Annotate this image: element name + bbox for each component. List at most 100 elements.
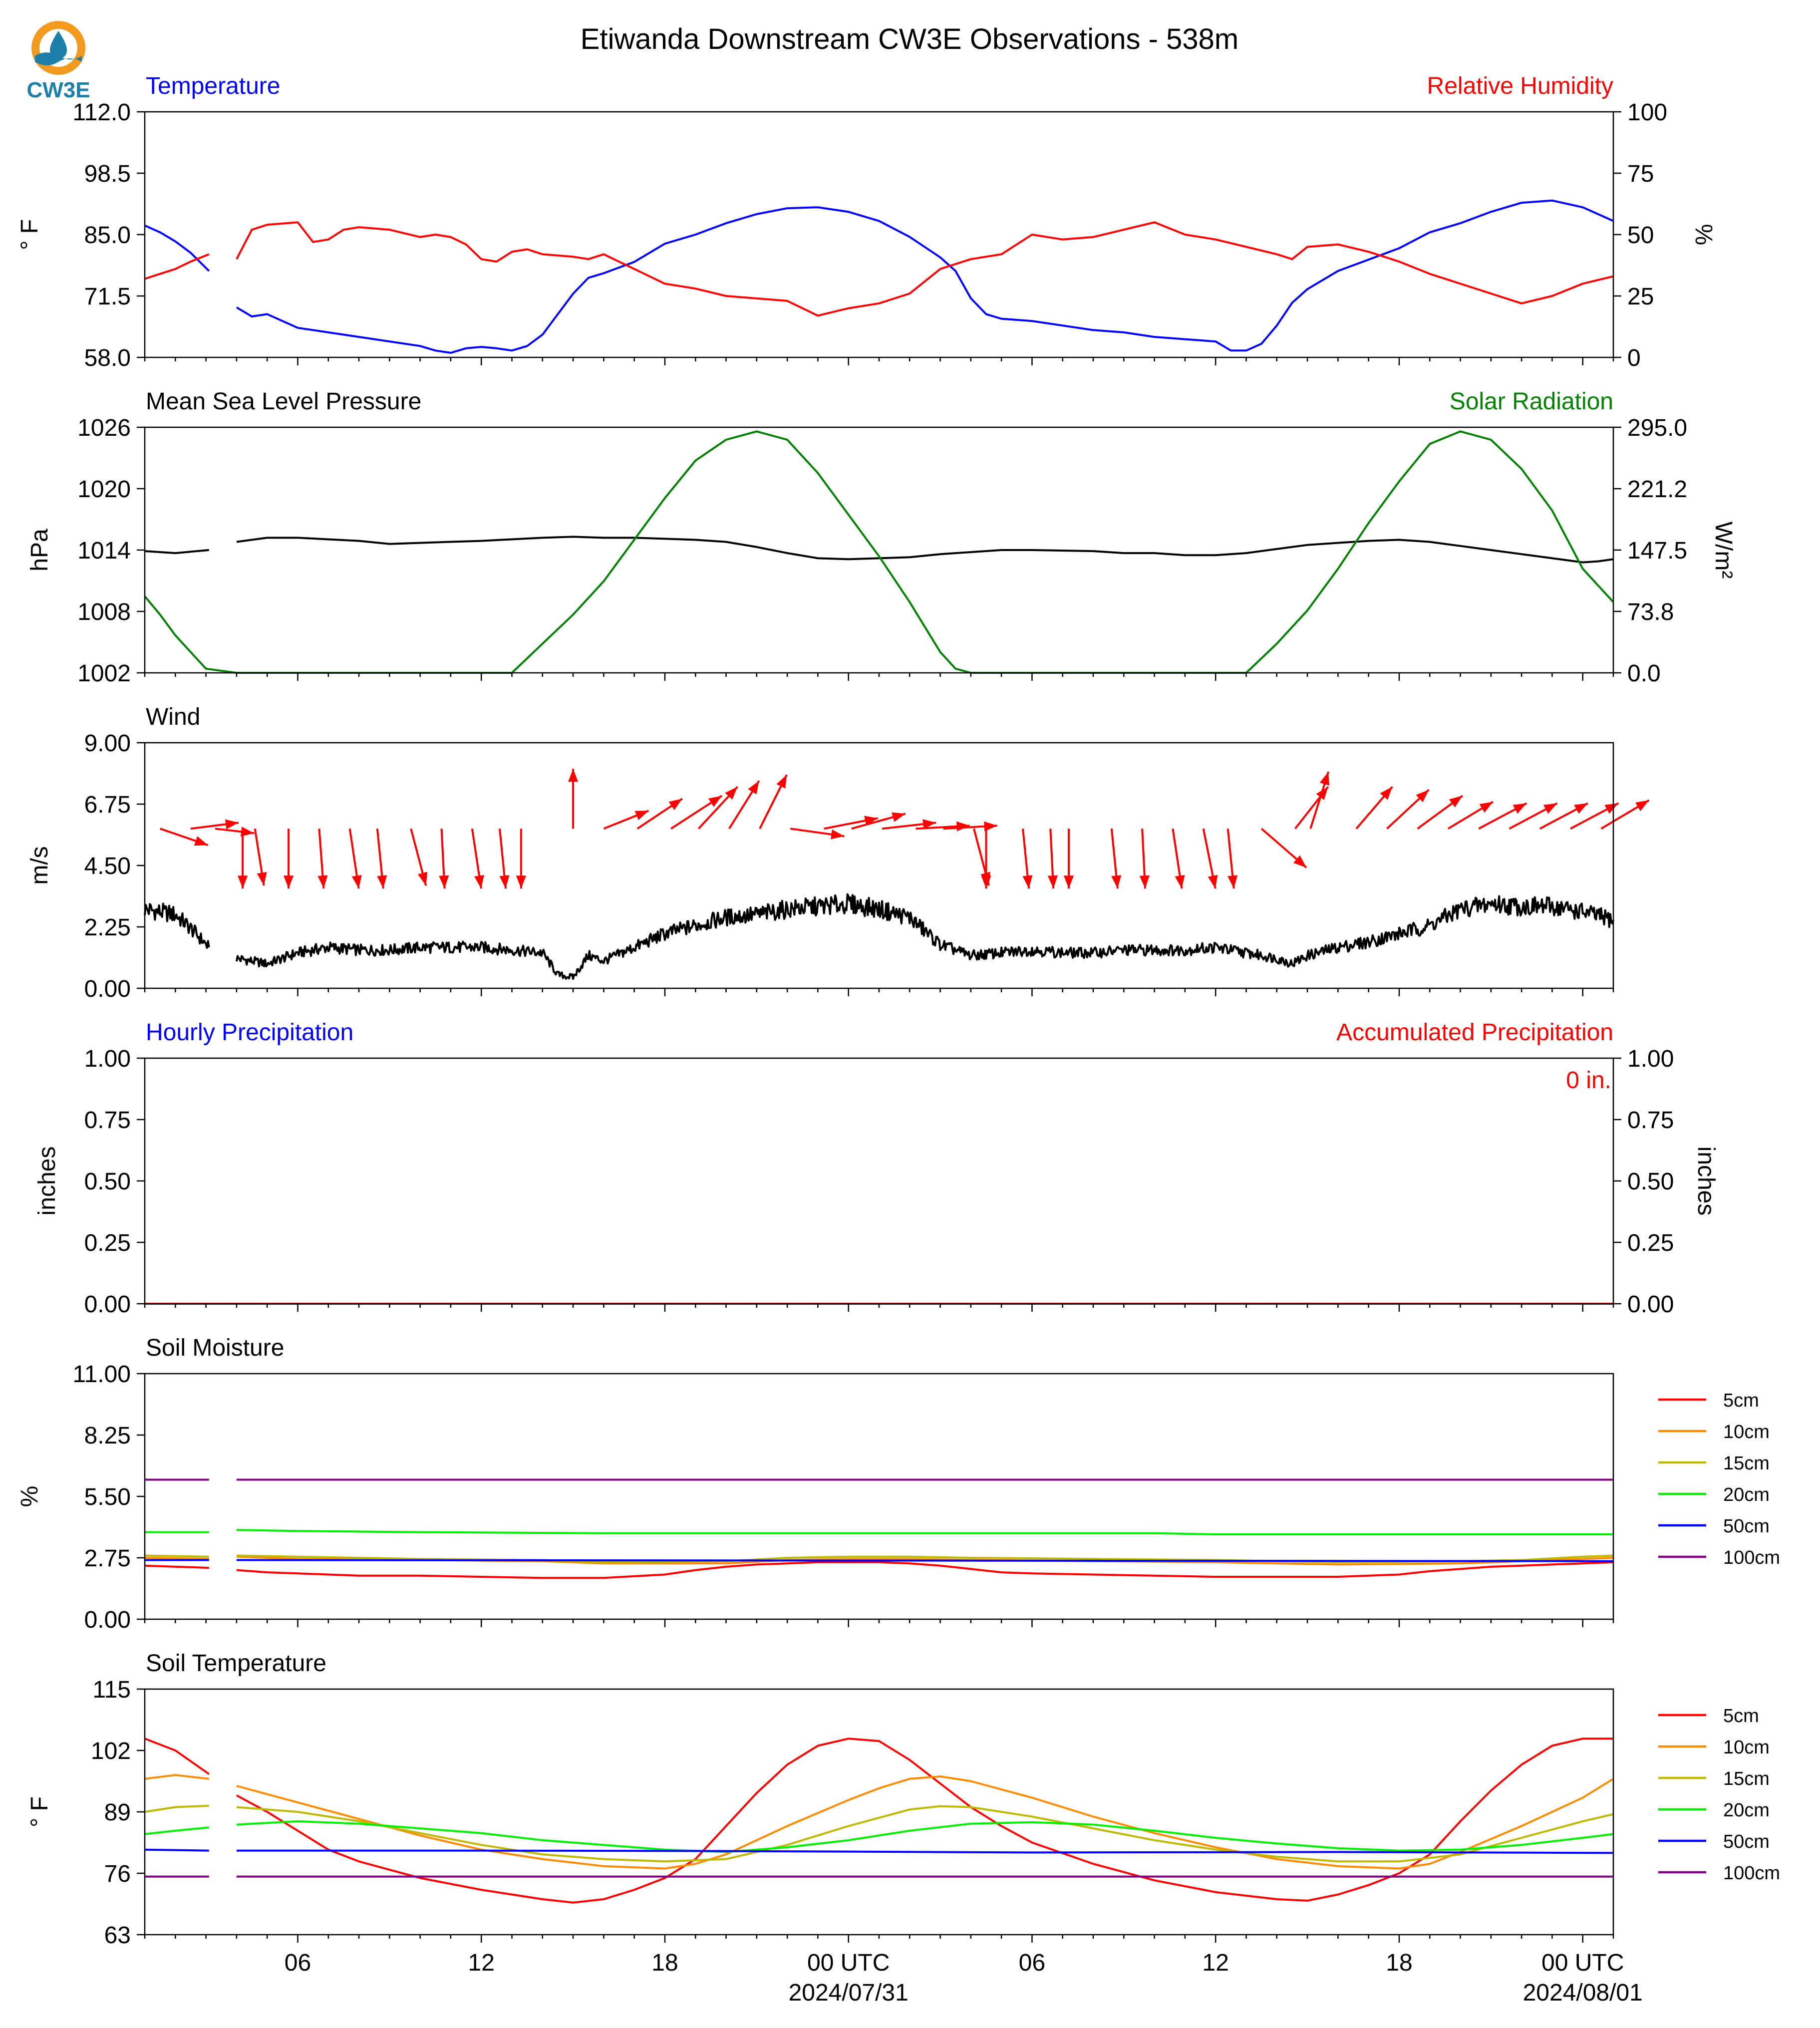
wind-arrow xyxy=(516,829,526,889)
wind-arrow-head xyxy=(194,836,208,846)
panel-pressure-solar: 1002 1008 1014 1020 1026 0.0 73.8 147.5 221.2 295… xyxy=(26,388,1737,687)
wind-arrow-head xyxy=(984,821,997,832)
panel-0-curves xyxy=(144,199,1614,354)
wind-arrow-head xyxy=(1635,800,1649,812)
wind-arrow xyxy=(1478,802,1527,830)
y-tick-label-right: 73.8 xyxy=(1627,599,1674,625)
panel-precipitation: 0.00 0.25 0.50 0.75 1.00 0.00 0.25 0.50 0.75 1.00… xyxy=(34,1019,1719,1318)
temperature-axis-label: ° F xyxy=(16,219,43,250)
wind-arrow-head xyxy=(725,787,738,800)
y-tick-label-right: 0 xyxy=(1627,345,1641,371)
y-tick-label: 2.25 xyxy=(84,914,131,941)
wind-arrow-head xyxy=(1449,796,1463,808)
panel-4-axis: 0.00 2.75 5.50 8.25 11.00 xyxy=(72,1361,1614,1633)
wind-arrow-head xyxy=(956,821,970,832)
series-line-wind-speed xyxy=(144,902,210,949)
y-tick-label-right: 221.2 xyxy=(1627,476,1687,503)
wind-arrow-head xyxy=(1604,803,1619,814)
series-line-mean-sea-level-pressure xyxy=(144,549,209,555)
wind-arrow xyxy=(943,821,997,832)
wind-arrow-head xyxy=(225,819,239,830)
wind-arrow-head xyxy=(1139,875,1150,889)
wind-arrow xyxy=(1172,828,1185,889)
wind-arrow-head xyxy=(238,875,248,889)
legend-label: 100cm xyxy=(1723,1547,1780,1568)
wind-arrow xyxy=(1022,829,1033,889)
y-tick-label: 0.00 xyxy=(84,1607,131,1633)
y-tick-label: 115 xyxy=(92,1677,131,1703)
logo-wave-icon xyxy=(35,52,82,65)
x-tick-label: 00 UTC xyxy=(1541,1950,1624,1976)
wind-arrow xyxy=(1570,802,1619,830)
wind-arrow-head xyxy=(317,875,328,889)
solar-title: Solar Radiation xyxy=(1450,388,1613,415)
legend-label: 15cm xyxy=(1723,1453,1770,1474)
y-tick-label: 0.00 xyxy=(84,976,131,1002)
wind-arrow xyxy=(1539,802,1588,830)
wind-arrow xyxy=(824,816,879,830)
y-tick-label: 1020 xyxy=(77,476,131,503)
series-line-relative-humidity xyxy=(144,253,210,280)
panel-4-ticks: 0.00 2.75 5.50 8.25 11.00 xyxy=(72,1361,1614,1633)
hourly-precip-title: Hourly Precipitation xyxy=(146,1019,353,1046)
series-line-10cm xyxy=(144,1774,209,1780)
x-tick-label: 00 UTC xyxy=(807,1950,890,1976)
y-tick-label: 76 xyxy=(104,1861,131,1887)
wind-arrow xyxy=(159,828,209,847)
y-tick-label: 9.00 xyxy=(84,730,131,757)
wind-arrow-head xyxy=(1416,790,1429,803)
wind-arrow xyxy=(376,829,387,889)
wind-arrow xyxy=(1309,771,1330,829)
y-tick-label: 1026 xyxy=(77,415,131,441)
wind-arrow-head xyxy=(864,816,878,826)
y-tick-label: 5.50 xyxy=(84,1484,131,1510)
y-tick-label: 0.25 xyxy=(84,1230,131,1256)
series-line-mean-sea-level-pressure xyxy=(236,536,1614,564)
wind-arrow xyxy=(1202,828,1218,889)
y-tick-label: 8.25 xyxy=(84,1423,131,1449)
wind-arrow-head xyxy=(892,812,906,822)
y-tick-label: 89 xyxy=(104,1799,131,1826)
wind-arrow xyxy=(1139,829,1150,889)
series-line-temperature xyxy=(236,199,1614,354)
wind-arrow xyxy=(568,769,579,829)
wind-arrow xyxy=(981,829,991,889)
panel-4-legend: 5cm 10cm 15cm 20cm 50cm 100cm xyxy=(1658,1390,1780,1568)
wind-arrow-head xyxy=(634,811,649,821)
wind-arrow-head xyxy=(417,871,428,886)
y-tick-label: 0.00 xyxy=(84,1291,131,1318)
wind-arrow-head xyxy=(1064,875,1074,889)
soil-moisture-axis-label: % xyxy=(16,1486,43,1507)
y-tick-label: 6.75 xyxy=(84,792,131,818)
legend-label: 5cm xyxy=(1723,1706,1759,1727)
wind-arrow xyxy=(215,827,255,837)
series-line-15cm xyxy=(144,1804,209,1813)
series-line-relative-humidity xyxy=(236,221,1614,317)
legend-label: 10cm xyxy=(1723,1422,1770,1443)
wind-arrow-head xyxy=(1479,802,1494,813)
y-tick-label: 1.00 xyxy=(84,1046,131,1072)
x-tick-label: 12 xyxy=(1203,1950,1229,1976)
temperature-title: Temperature xyxy=(146,73,280,99)
accum-precip-axis-label: inches xyxy=(1693,1147,1719,1216)
wind-arrow-head xyxy=(474,875,484,889)
y-tick-label: 102 xyxy=(91,1738,131,1764)
wind-arrow-head xyxy=(1047,875,1058,889)
panel-3-ticks: 0.00 0.25 0.50 0.75 1.00 0.00 0.25 0.50 0.75 1.00 xyxy=(84,1046,1674,1318)
x-date-label: 2024/08/01 xyxy=(1523,1980,1643,2006)
wind-arrow-head xyxy=(1111,875,1122,889)
wind-arrow-head xyxy=(257,871,267,886)
panel-5-axis: 63 76 89 102 115 xyxy=(91,1677,1614,1949)
soil-moisture-title: Soil Moisture xyxy=(146,1335,284,1361)
panel-0-ticks: 58.0 71.5 85.0 98.5 112.0 0 25 50 75 100 xyxy=(72,99,1667,371)
panel-wind: 0.00 2.25 4.50 6.75 9.00 Wind m/s xyxy=(26,704,1650,1002)
panel-2-curves xyxy=(144,893,1614,980)
y-tick-label: 1008 xyxy=(77,599,131,625)
wind-arrow xyxy=(1509,802,1558,830)
x-tick-label: 06 xyxy=(1019,1950,1045,1976)
wind-arrow xyxy=(851,812,906,830)
humidity-axis-label: % xyxy=(1690,224,1717,246)
x-tick-label: 18 xyxy=(651,1950,678,1976)
x-tick-label: 18 xyxy=(1386,1950,1412,1976)
series-line-10cm xyxy=(236,1775,1614,1870)
